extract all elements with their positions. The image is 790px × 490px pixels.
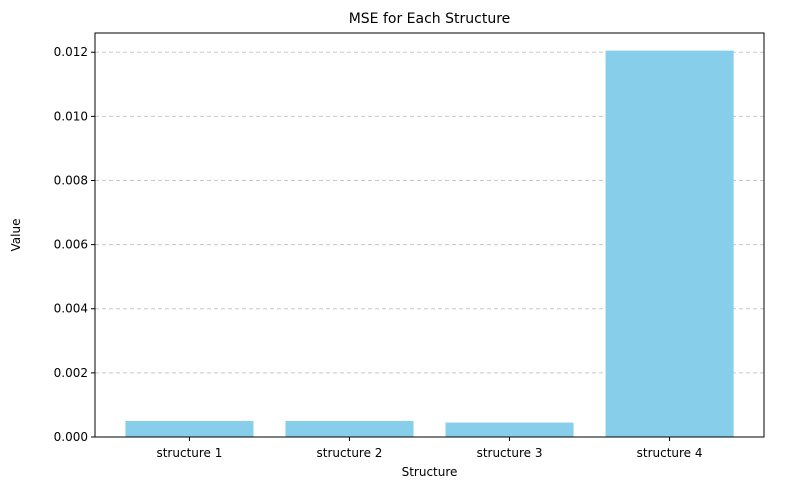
x-tick-label: structure 2	[317, 446, 383, 460]
x-axis-label: Structure	[402, 465, 458, 479]
y-axis-label: Value	[9, 219, 23, 252]
chart-title: MSE for Each Structure	[349, 11, 511, 27]
y-axis: 0.000 0.002 0.004 0.006 0.008 0.010 0.012	[54, 45, 95, 444]
y-tick-label: 0.000	[54, 430, 88, 444]
y-tick-label: 0.012	[54, 45, 88, 59]
y-tick-label: 0.008	[54, 173, 88, 187]
x-axis: structure 1 structure 2 structure 3 structu…	[156, 437, 703, 460]
y-tick-label: 0.010	[54, 109, 88, 123]
x-tick-label: structure 1	[156, 446, 222, 460]
bar-3	[445, 422, 574, 437]
bars	[125, 50, 734, 438]
bar-1	[125, 420, 254, 437]
bar-4	[605, 50, 734, 438]
y-tick-label: 0.002	[54, 366, 88, 380]
y-tick-label: 0.006	[54, 238, 88, 252]
plot-frame	[94, 32, 765, 438]
y-tick-label: 0.004	[54, 302, 88, 316]
x-tick-label: structure 3	[477, 446, 543, 460]
x-tick-label: structure 4	[637, 446, 703, 460]
bar-2	[285, 420, 414, 437]
